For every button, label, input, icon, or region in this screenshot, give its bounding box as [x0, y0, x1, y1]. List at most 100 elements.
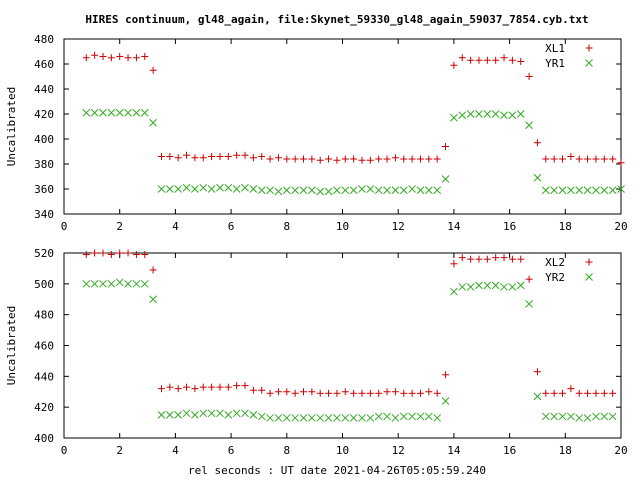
data-point: [592, 186, 600, 195]
data-point: [533, 392, 542, 401]
y-tick-label: 440: [34, 370, 54, 383]
data-point: [600, 155, 608, 163]
legend-label: YR2: [545, 271, 565, 284]
legend-marker: [585, 258, 593, 266]
data-point: [500, 283, 508, 291]
data-point: [266, 389, 274, 397]
data-point: [249, 185, 258, 193]
data-point: [233, 382, 241, 390]
data-point: [525, 73, 533, 80]
data-point: [257, 412, 266, 421]
data-point: [399, 186, 408, 195]
data-point: [90, 279, 99, 288]
data-point: [183, 151, 191, 159]
x-axis-label: rel seconds : UT date 2021-04-26T05:05:5…: [188, 464, 486, 477]
x-tick-label: 16: [503, 220, 516, 233]
data-point: [324, 187, 333, 196]
data-point: [82, 251, 90, 259]
data-point: [458, 111, 467, 120]
data-point: [208, 383, 216, 391]
x-tick-label: 6: [228, 220, 235, 233]
data-point: [216, 383, 224, 391]
data-point: [592, 155, 600, 163]
data-point: [341, 388, 349, 396]
data-point: [99, 279, 107, 288]
data-point: [475, 56, 483, 64]
data-point: [442, 371, 450, 379]
data-point: [141, 53, 149, 60]
data-point: [358, 414, 366, 422]
data-point: [325, 155, 333, 163]
y-tick-label: 340: [34, 208, 54, 221]
data-point: [425, 388, 433, 396]
data-point: [82, 279, 91, 288]
data-point: [375, 155, 383, 163]
data-point: [358, 156, 366, 164]
data-point: [408, 389, 416, 397]
data-point: [608, 412, 617, 421]
data-point: [258, 153, 266, 160]
data-point: [408, 412, 416, 421]
data-point: [559, 389, 567, 397]
data-point: [149, 66, 157, 74]
data-point: [475, 255, 483, 263]
data-point: [416, 155, 424, 163]
data-point: [575, 414, 584, 422]
data-point: [584, 389, 592, 397]
data-point: [291, 414, 300, 422]
data-point: [249, 386, 257, 394]
legend-marker: [585, 44, 593, 52]
data-point: [558, 186, 567, 195]
data-point: [383, 155, 391, 163]
data-point: [508, 283, 517, 291]
data-point: [82, 54, 90, 62]
y-tick-label: 500: [34, 278, 54, 291]
data-point: [308, 414, 316, 422]
data-point: [408, 155, 416, 163]
data-point: [266, 414, 274, 422]
legend-marker: [585, 273, 593, 281]
data-point: [349, 186, 358, 195]
y-tick-label: 520: [34, 247, 54, 260]
data-point: [300, 388, 308, 396]
data-point: [483, 281, 492, 290]
data-point: [274, 414, 283, 422]
data-point: [99, 53, 107, 60]
data-point: [174, 154, 182, 162]
data-point: [450, 61, 458, 69]
data-point: [299, 414, 308, 422]
data-point: [291, 186, 300, 195]
data-point: [550, 155, 558, 163]
data-point: [575, 155, 583, 163]
x-tick-label: 8: [283, 220, 290, 233]
top-panel: 0 2 4 6 8 10 12 14 16 18 20 340 360 380 400 420 440 460 48…: [5, 33, 628, 233]
data-point: [249, 154, 257, 162]
data-point: [550, 412, 559, 421]
data-point: [583, 414, 592, 422]
x-tick-label: 20: [614, 444, 627, 457]
data-point: [542, 155, 550, 163]
data-point: [266, 186, 274, 195]
data-point: [383, 388, 391, 396]
data-point: [374, 412, 383, 421]
data-point: [241, 151, 249, 159]
data-point: [241, 183, 249, 192]
data-point: [291, 389, 299, 397]
data-point: [374, 186, 383, 195]
data-point: [283, 155, 291, 163]
data-point: [458, 54, 466, 62]
y-tick-label: 440: [34, 83, 54, 96]
data-point: [107, 54, 115, 62]
x-tick-label: 18: [559, 444, 572, 457]
data-point: [174, 185, 183, 193]
series-YR2: [82, 278, 617, 422]
data-point: [416, 389, 424, 397]
data-point: [165, 411, 174, 419]
data-point: [249, 411, 258, 419]
data-point: [107, 279, 116, 288]
data-point: [182, 409, 191, 418]
data-point: [274, 187, 283, 196]
series-XL1: [82, 51, 625, 167]
data-point: [207, 185, 216, 193]
data-point: [450, 260, 458, 268]
